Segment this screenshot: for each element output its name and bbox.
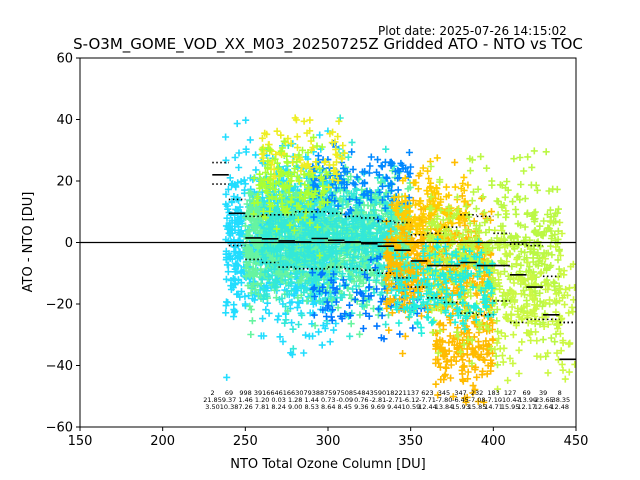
scatter-points [222,114,576,406]
bin-stat-label: 1.46 [238,396,252,404]
bin-stat-label: 1.44 [304,396,318,404]
bin-stat-label: -10.47 [500,396,521,404]
bin-stat-label: -38.35 [549,396,570,404]
bin-stat-label: 345 [438,389,450,397]
bin-stat-label: -6.12 [403,396,420,404]
y-axis-ticks: −60 −40 −20 0 20 40 60 [46,52,80,436]
bin-stat-label: 2 [210,389,214,397]
bin-stat-label: 7508 [337,389,354,397]
bin-stat-label: 9.44 [387,403,401,411]
y-tick-label: 20 [56,175,73,190]
bin-stat-label: 183 [487,389,499,397]
bin-stat-label: 9.37 [222,396,236,404]
x-tick-label: 450 [564,434,589,449]
bin-stat-label: 8.45 [338,403,352,411]
bin-stat-label: 8.24 [271,403,285,411]
bin-stat-label: 8 [558,389,562,397]
y-tick-label: −40 [46,359,73,374]
bin-stat-label: 7.81 [255,403,269,411]
bin-stat-label: -23.65 [533,396,554,404]
data-point-cluster [390,154,472,266]
bin-stat-label: -7.08 [469,396,486,404]
bin-stat-label: 10.59 [402,403,421,411]
y-axis-label: ATO - NTO [DU] [21,192,36,293]
x-tick-label: 350 [398,434,423,449]
bin-stat-label: 1137 [403,389,420,397]
x-tick-label: 200 [150,434,175,449]
bin-stat-label: 0.73 [321,396,335,404]
bin-stat-label: 3590 [370,389,387,397]
bin-stat-label: 998 [239,389,251,397]
bin-stat-label: 5484 [353,389,370,397]
bin-stat-label: 0.03 [271,396,285,404]
bin-stat-label: 12.44 [418,403,437,411]
x-tick-label: 300 [316,434,341,449]
bin-stat-label: 232 [471,389,483,397]
x-tick-label: 400 [481,434,506,449]
data-point-cluster [423,147,563,369]
bin-stat-label: 1.28 [288,396,302,404]
bin-stat-label: 15.95 [501,403,520,411]
bin-stat-label: 3.50 [205,403,219,411]
bin-stat-label: 12.64 [534,403,553,411]
bin-stat-label: 69 [225,389,233,397]
bin-stat-label: 15.93 [451,403,470,411]
bin-stat-label: 9.69 [371,403,385,411]
bin-stat-label: 8.53 [304,403,318,411]
x-tick-label: 150 [68,434,93,449]
data-point-cluster [490,207,576,393]
data-point-cluster [391,235,497,337]
bin-stat-label: -2.81 [369,396,386,404]
y-tick-label: 60 [56,52,73,67]
bin-stat-label: 21.85 [203,396,222,404]
bin-stat-label: 8759 [320,389,337,397]
y-tick-label: 0 [65,236,73,251]
bin-stat-label: -7.80 [436,396,453,404]
bin-stat-label: 8.64 [321,403,335,411]
bin-stat-label: 10.38 [220,403,239,411]
bin-stat-label: 7.26 [238,403,252,411]
bin-stat-label: 12.17 [517,403,536,411]
bin-stat-label: 6630 [287,389,304,397]
bin-stat-label: -6.45 [452,396,469,404]
bin-stat-label: 1.20 [255,396,269,404]
x-tick-label: 250 [233,434,258,449]
y-tick-label: 40 [56,113,73,128]
bin-stat-label: 0.76 [354,396,368,404]
bin-stat-label: 12.48 [550,403,569,411]
bin-stat-label: 623 [421,389,433,397]
bin-stat-label: 1822 [386,389,403,397]
bin-stat-label: -2.71 [386,396,403,404]
plot-date: Plot date: 2025-07-26 14:15:02 [378,24,567,38]
chart-title: S-O3M_GOME_VOD_XX_M03_20250725Z Gridded … [73,35,583,54]
bin-stat-label: 13.84 [435,403,454,411]
bin-stat-label: 127 [504,389,516,397]
bin-stat-label: 3916 [254,389,271,397]
bin-stat-label: 7938 [303,389,320,397]
bin-stat-label: -7.71 [419,396,436,404]
bin-stat-label: 69 [523,389,531,397]
bin-stat-label: 15.85 [468,403,487,411]
y-tick-label: −60 [46,421,73,436]
bin-stat-label: 6461 [270,389,287,397]
bin-stat-label: 347 [454,389,466,397]
bin-stat-label: 9.36 [354,403,368,411]
bin-stat-label: -13.99 [516,396,537,404]
bin-stat-label: 9.00 [288,403,302,411]
bin-stat-label: -7.10 [485,396,502,404]
bin-statistics-labels: 2 69 998 3916 6461 6630 7938 8759 7508 5484 3590 18… [203,389,570,411]
bin-stat-label: -0.09 [336,396,353,404]
y-tick-label: −20 [46,298,73,313]
data-point-cluster [250,133,332,260]
data-point-cluster [432,280,497,406]
bin-stat-label: 14.71 [484,403,503,411]
x-axis-label: NTO Total Ozone Column [DU] [230,457,426,472]
bin-stat-label: 39 [539,389,547,397]
x-axis-ticks: 150 200 250 300 350 400 450 [68,427,589,449]
bin-statistics-lines [212,161,576,361]
data-point-cluster [309,139,415,223]
